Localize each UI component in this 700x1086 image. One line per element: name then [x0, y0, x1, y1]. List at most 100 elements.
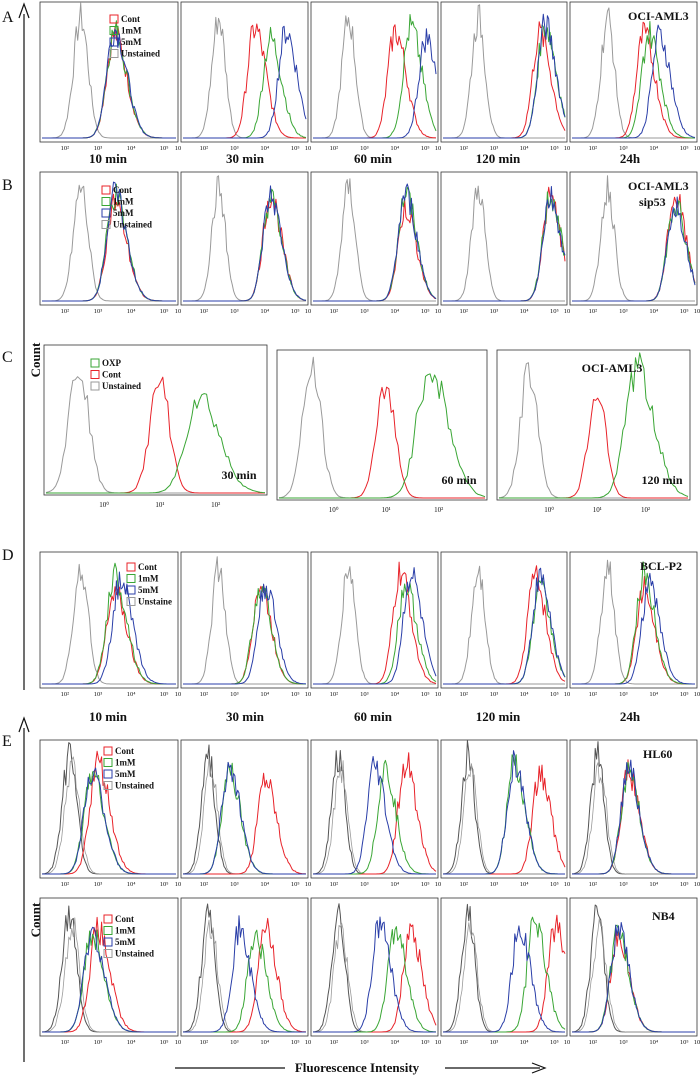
legend-label: Unstained [113, 220, 152, 230]
tick-label: 10⁴ [127, 145, 137, 152]
histogram-panel: 10² 10³ 10⁴ 10⁵ 10 [569, 171, 700, 315]
legend-swatch [126, 597, 136, 606]
histogram-trace [183, 772, 307, 875]
legend-swatch [103, 926, 113, 935]
histogram-trace [571, 904, 695, 1033]
histogram-panel: 10² 10³ 10⁴ 10⁵ 10 [440, 171, 570, 315]
tick-label: 10 [694, 145, 700, 152]
tick-label: 10³ [230, 145, 239, 152]
tick-label: 10² [200, 1039, 209, 1046]
tick-label: 10² [330, 1039, 339, 1046]
tick-label: 10⁵ [421, 308, 430, 315]
legend-label: 1mM [115, 758, 136, 768]
panel-frame [276, 349, 488, 501]
tick-label: 10² [61, 145, 70, 152]
histogram-panel: 10² 10³ 10⁴ 10⁵ 10 [39, 1, 181, 152]
tick-label: 10³ [94, 1039, 103, 1046]
histogram-trace [572, 175, 695, 302]
tick-label: 10 [564, 881, 571, 888]
histogram-panel: 10² 10³ 10⁴ 10⁵ 10 [440, 897, 570, 1046]
tick-label: 10² [589, 1039, 598, 1046]
histogram-trace [183, 556, 306, 685]
tick-label: 10⁴ [520, 881, 530, 888]
legend-swatch [101, 197, 111, 206]
tick-label: 10³ [619, 691, 628, 698]
tick-label: 10² [589, 145, 598, 152]
tick-label: 10² [61, 691, 70, 698]
histogram-panel: 10² 10³ 10⁴ 10⁵ 10 [569, 551, 700, 698]
tick-label: 10² [200, 691, 209, 698]
panel-frame [310, 551, 439, 689]
legend-label: Cont [102, 370, 121, 380]
tick-label: 10⁴ [127, 881, 137, 888]
y-axis-label-lower: Count [28, 902, 43, 937]
tick-label: 10⁴ [260, 308, 270, 315]
tick-label: 10² [459, 1039, 468, 1046]
tick-label: 10⁵ [160, 308, 169, 315]
tick-label: 10³ [619, 1039, 628, 1046]
histogram-trace [313, 561, 437, 685]
panel-frame [39, 739, 179, 879]
panel-frame [310, 897, 439, 1037]
histogram-trace [443, 750, 565, 875]
histogram-trace [183, 23, 306, 139]
legend-label: 5mM [138, 585, 159, 595]
tick-label: 10⁵ [160, 691, 169, 698]
histogram-trace [572, 924, 695, 1033]
tick-label: 10³ [490, 691, 499, 698]
panel-frame [43, 344, 268, 496]
legend-label: 1mM [121, 26, 142, 36]
histogram-trace [313, 582, 437, 685]
y-axis-arrow [18, 2, 30, 1062]
histogram-panel: 10² 10³ 10⁴ 10⁵ 10 [569, 1, 700, 152]
cell-line-label: OCI-AML3 [628, 179, 689, 193]
tick-label: 10⁵ [680, 308, 689, 315]
tick-label: 10⁵ [291, 145, 300, 152]
tick-label: 10 [305, 691, 312, 698]
histogram-panel: 10² 10³ 10⁴ 10⁵ 10 [569, 897, 700, 1046]
panel-frame [496, 349, 691, 501]
legend-label: Unstained [115, 949, 154, 959]
legend-swatch [101, 208, 111, 218]
histogram-panel: 10² 10³ 10⁴ 10⁵ 10 [440, 739, 571, 888]
histogram-panel: 10² 10³ 10⁴ 10⁵ 10 [39, 739, 181, 888]
histogram-trace [42, 571, 176, 685]
tick-label: 10⁰ [544, 506, 554, 514]
histogram-trace [572, 561, 695, 685]
histogram-trace [572, 572, 695, 685]
histogram-trace [183, 26, 307, 139]
histogram-trace [312, 903, 436, 1033]
legend-label: 1mM [138, 574, 159, 584]
tick-label: 10³ [94, 881, 103, 888]
histogram-trace [42, 193, 176, 302]
time-label: 30 min [226, 709, 265, 724]
histogram-panel: 10⁰ 10¹ 10² 30 min [43, 344, 268, 509]
tick-label: 10⁵ [680, 881, 689, 888]
histogram-trace [183, 761, 306, 875]
histogram-panel: 10⁰ 10¹ 10² 120 min [496, 349, 691, 514]
panel-frame [180, 1, 309, 143]
tick-label: 10² [200, 881, 209, 888]
histogram-trace [313, 923, 437, 1033]
legend-label: Unstaine [138, 597, 172, 607]
histogram-panel: 10² 10³ 10⁴ 10⁵ 10 [569, 739, 700, 888]
tick-label: 10⁵ [291, 691, 300, 698]
tick-label: 10⁵ [421, 145, 430, 152]
tick-label: 10⁵ [421, 881, 430, 888]
histogram-trace [572, 21, 695, 139]
tick-label: 10⁴ [390, 308, 400, 315]
legend-swatch [90, 358, 100, 368]
panel-frame [440, 551, 568, 689]
tick-label: 10³ [490, 881, 499, 888]
cell-line-label: HL60 [643, 747, 672, 761]
histogram-trace [42, 2, 176, 139]
histogram-trace [572, 927, 695, 1033]
histogram-trace [183, 586, 306, 685]
tick-label: 10 [305, 881, 312, 888]
tick-label: 10 [305, 145, 312, 152]
tick-label: 10⁵ [421, 691, 430, 698]
panel-frame [180, 171, 309, 306]
histogram-trace [183, 583, 307, 685]
histogram-trace [571, 918, 695, 1033]
tick-label: 10⁵ [550, 691, 559, 698]
